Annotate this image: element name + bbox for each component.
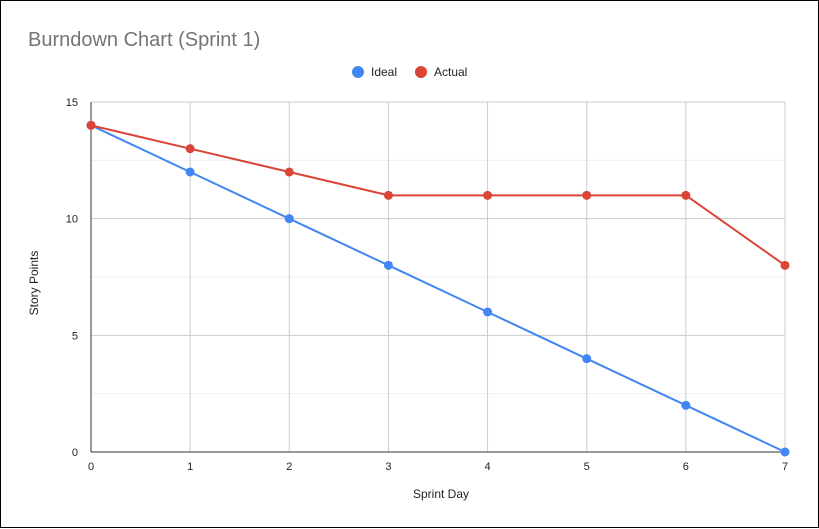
axes	[90, 102, 785, 453]
legend-item-ideal[interactable]: Ideal	[352, 65, 397, 79]
data-point-ideal[interactable]	[483, 307, 493, 317]
x-tick-label: 5	[584, 461, 590, 473]
data-point-actual[interactable]	[681, 190, 691, 200]
data-point-ideal[interactable]	[185, 167, 195, 177]
y-tick-label: 0	[72, 447, 78, 459]
legend-label-actual: Actual	[434, 65, 467, 79]
y-axis-title: Story Points	[27, 251, 41, 316]
x-axis-title: Sprint Day	[413, 487, 469, 501]
data-point-ideal[interactable]	[681, 400, 691, 410]
x-tick-label: 6	[683, 461, 689, 473]
x-tick-label: 7	[782, 461, 788, 473]
legend-marker-ideal	[352, 66, 364, 78]
data-point-actual[interactable]	[780, 260, 790, 270]
data-point-actual[interactable]	[86, 120, 96, 130]
data-point-actual[interactable]	[383, 190, 393, 200]
legend-item-actual[interactable]: Actual	[415, 65, 467, 79]
data-points	[86, 120, 790, 457]
x-tick-label: 3	[385, 461, 391, 473]
gridlines	[91, 101, 786, 452]
y-tick-label: 5	[72, 330, 78, 342]
x-tick-label: 1	[187, 461, 193, 473]
data-point-actual[interactable]	[582, 190, 592, 200]
x-tick-label: 0	[88, 461, 94, 473]
data-point-actual[interactable]	[284, 167, 294, 177]
series-line-ideal	[90, 124, 786, 453]
x-tick-label: 2	[286, 461, 292, 473]
series-line-actual	[90, 124, 786, 267]
data-point-ideal[interactable]	[383, 260, 393, 270]
tick-labels: 0 5 10 15 0 1 2 3 4 5 6 7	[66, 97, 788, 473]
x-tick-label: 4	[485, 461, 491, 473]
legend: Ideal Actual	[352, 65, 467, 79]
y-tick-label: 10	[66, 214, 78, 226]
chart-title: Burndown Chart (Sprint 1)	[28, 29, 260, 51]
data-point-actual[interactable]	[185, 144, 195, 154]
data-point-actual[interactable]	[483, 190, 493, 200]
data-point-ideal[interactable]	[284, 214, 294, 224]
data-point-ideal[interactable]	[780, 447, 790, 457]
legend-marker-actual	[415, 66, 427, 78]
y-tick-label: 15	[66, 97, 78, 109]
data-point-ideal[interactable]	[582, 354, 592, 364]
legend-label-ideal: Ideal	[371, 65, 397, 79]
series-lines	[90, 124, 786, 453]
